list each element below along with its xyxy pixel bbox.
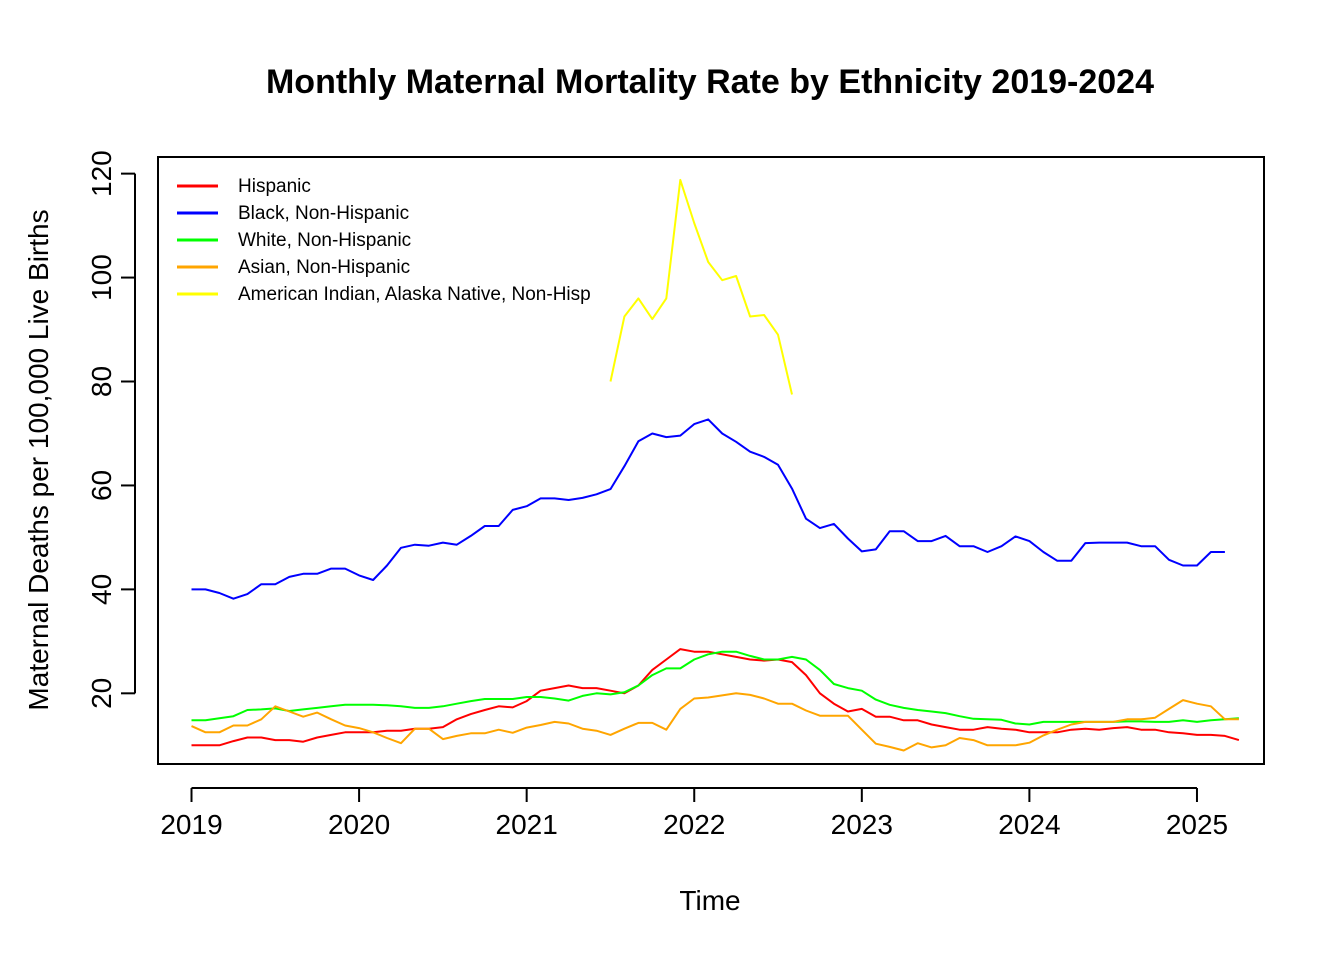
series-line-4 — [609, 178, 793, 395]
legend-label: Hispanic — [238, 176, 311, 197]
x-tick-label: 2023 — [831, 809, 893, 840]
y-axis-label: Maternal Deaths per 100,000 Live Births — [23, 209, 54, 710]
y-tick-label: 40 — [86, 574, 117, 605]
x-tick-label: 2021 — [496, 809, 558, 840]
y-tick-label: 120 — [86, 150, 117, 197]
y-tick-label: 20 — [86, 678, 117, 709]
legend-label: Asian, Non-Hispanic — [238, 257, 410, 278]
chart-title: Monthly Maternal Mortality Rate by Ethni… — [266, 63, 1154, 101]
x-tick-label: 2024 — [998, 809, 1060, 840]
legend-label: White, Non-Hispanic — [238, 230, 411, 251]
y-axis: 20 40 60 80 100 120 — [86, 150, 136, 709]
series-layer — [191, 178, 1240, 752]
series-line-1 — [191, 418, 1225, 600]
x-tick-label: 2025 — [1166, 809, 1228, 840]
x-tick-label: 2020 — [328, 809, 390, 840]
series-line-3 — [191, 692, 1239, 752]
y-tick-label: 80 — [86, 366, 117, 397]
x-axis-label: Time — [679, 885, 740, 916]
series-line-2 — [191, 650, 1239, 726]
x-axis: 2019 2020 2021 2022 2023 2024 2025 — [160, 787, 1228, 840]
x-tick-label: 2019 — [160, 809, 222, 840]
legend: Hispanic Black, Non-Hispanic White, Non-Hi… — [177, 176, 591, 305]
y-tick-label: 100 — [86, 254, 117, 301]
legend-label: Black, Non-Hispanic — [238, 203, 409, 224]
y-tick-label: 60 — [86, 470, 117, 501]
plot-frame — [157, 156, 1265, 765]
legend-label: American Indian, Alaska Native, Non-Hisp — [238, 284, 591, 305]
x-tick-label: 2022 — [663, 809, 725, 840]
